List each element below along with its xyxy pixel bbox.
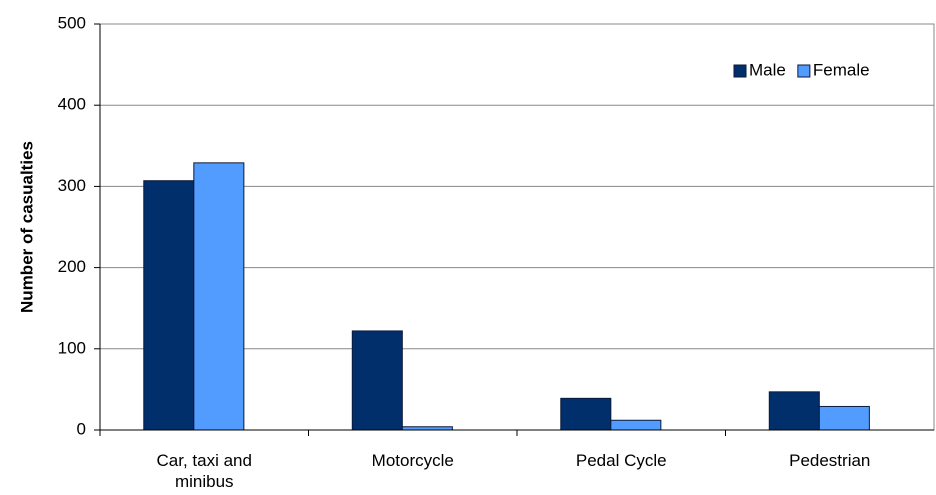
y-tick-label: 200 — [58, 257, 86, 276]
legend-label: Male — [749, 60, 786, 79]
y-tick-label: 400 — [58, 95, 86, 114]
legend-swatch — [733, 64, 747, 78]
bar — [143, 180, 195, 431]
x-tick-label: Pedal Cycle — [575, 451, 667, 470]
bar — [818, 405, 870, 431]
bar — [560, 397, 612, 431]
y-tick-label: 0 — [77, 419, 86, 438]
y-tick-label: 300 — [58, 176, 86, 195]
x-tick-label: Car, taxi and minibus — [156, 451, 252, 491]
y-axis-title: Number of casualties — [17, 141, 36, 313]
y-tick-label: 100 — [58, 338, 86, 357]
bar — [610, 419, 662, 431]
bar — [193, 162, 245, 431]
y-tick-label: 500 — [58, 13, 86, 32]
legend-label: Female — [813, 60, 870, 79]
legend-swatch — [797, 64, 811, 78]
x-tick-label: Pedestrian — [789, 451, 871, 470]
bar — [351, 330, 403, 431]
x-tick-label: Motorcycle — [371, 451, 454, 470]
bar — [768, 391, 820, 431]
